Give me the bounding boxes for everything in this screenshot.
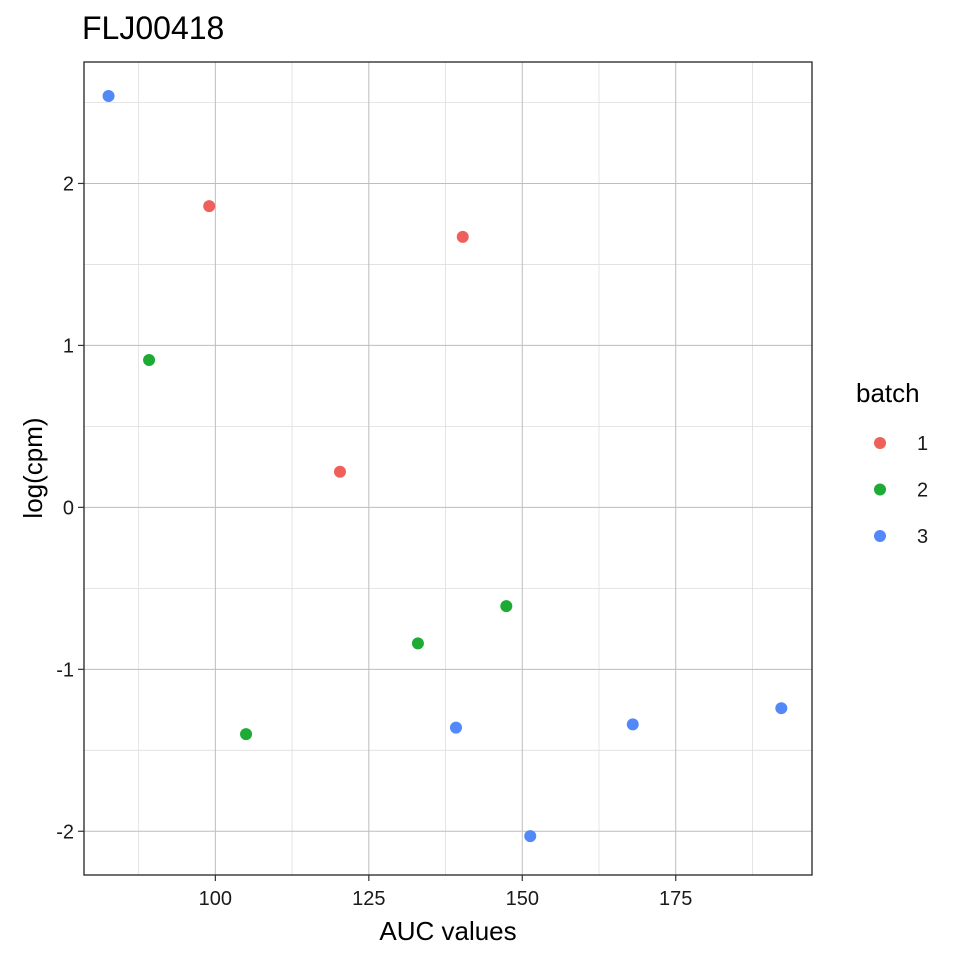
data-point-batch-3 <box>449 721 462 734</box>
data-point-batch-1 <box>203 200 216 213</box>
y-tick-label: -1 <box>56 659 74 681</box>
legend-key-3 <box>874 530 886 542</box>
legend-label-3: 3 <box>917 526 928 548</box>
legend-label-1: 1 <box>917 433 928 455</box>
y-tick-label: 1 <box>63 335 74 357</box>
plot-panel-background <box>84 62 812 875</box>
x-tick-label: 175 <box>659 888 692 910</box>
legend-items: 1 2 3 <box>874 433 928 548</box>
x-tick-label: 125 <box>352 888 385 910</box>
data-point-batch-1 <box>333 465 346 478</box>
data-point-batch-3 <box>775 702 788 715</box>
y-tick-label: 0 <box>63 497 74 519</box>
y-tick-label: -2 <box>56 821 74 843</box>
legend: batch 1 2 3 <box>856 378 928 548</box>
data-point-batch-2 <box>240 728 253 741</box>
y-tick-label: 2 <box>63 173 74 195</box>
data-point-batch-3 <box>626 718 639 731</box>
data-point-batch-3 <box>524 830 537 843</box>
plot-panel-border <box>83 61 813 876</box>
x-axis-title: AUC values <box>379 916 516 946</box>
minor-grid <box>84 62 812 875</box>
data-point-batch-2 <box>411 637 424 650</box>
data-point-batch-1 <box>456 230 469 243</box>
x-axis: 100 125 150 175 <box>199 875 692 910</box>
x-tick-label: 150 <box>506 888 539 910</box>
legend-key-2 <box>874 483 886 496</box>
chart-title: FLJ00418 <box>82 10 224 46</box>
legend-label-2: 2 <box>917 480 928 502</box>
x-tick-label: 100 <box>199 888 232 910</box>
legend-key-1 <box>874 437 886 449</box>
data-point-batch-2 <box>500 600 513 613</box>
y-axis: -2 -1 0 1 2 <box>56 173 84 843</box>
data-point-batch-3 <box>102 90 115 103</box>
data-points <box>102 90 788 843</box>
data-point-batch-2 <box>143 353 156 366</box>
major-grid <box>84 62 812 875</box>
y-axis-title: log(cpm) <box>18 417 48 518</box>
legend-title: batch <box>856 378 920 408</box>
